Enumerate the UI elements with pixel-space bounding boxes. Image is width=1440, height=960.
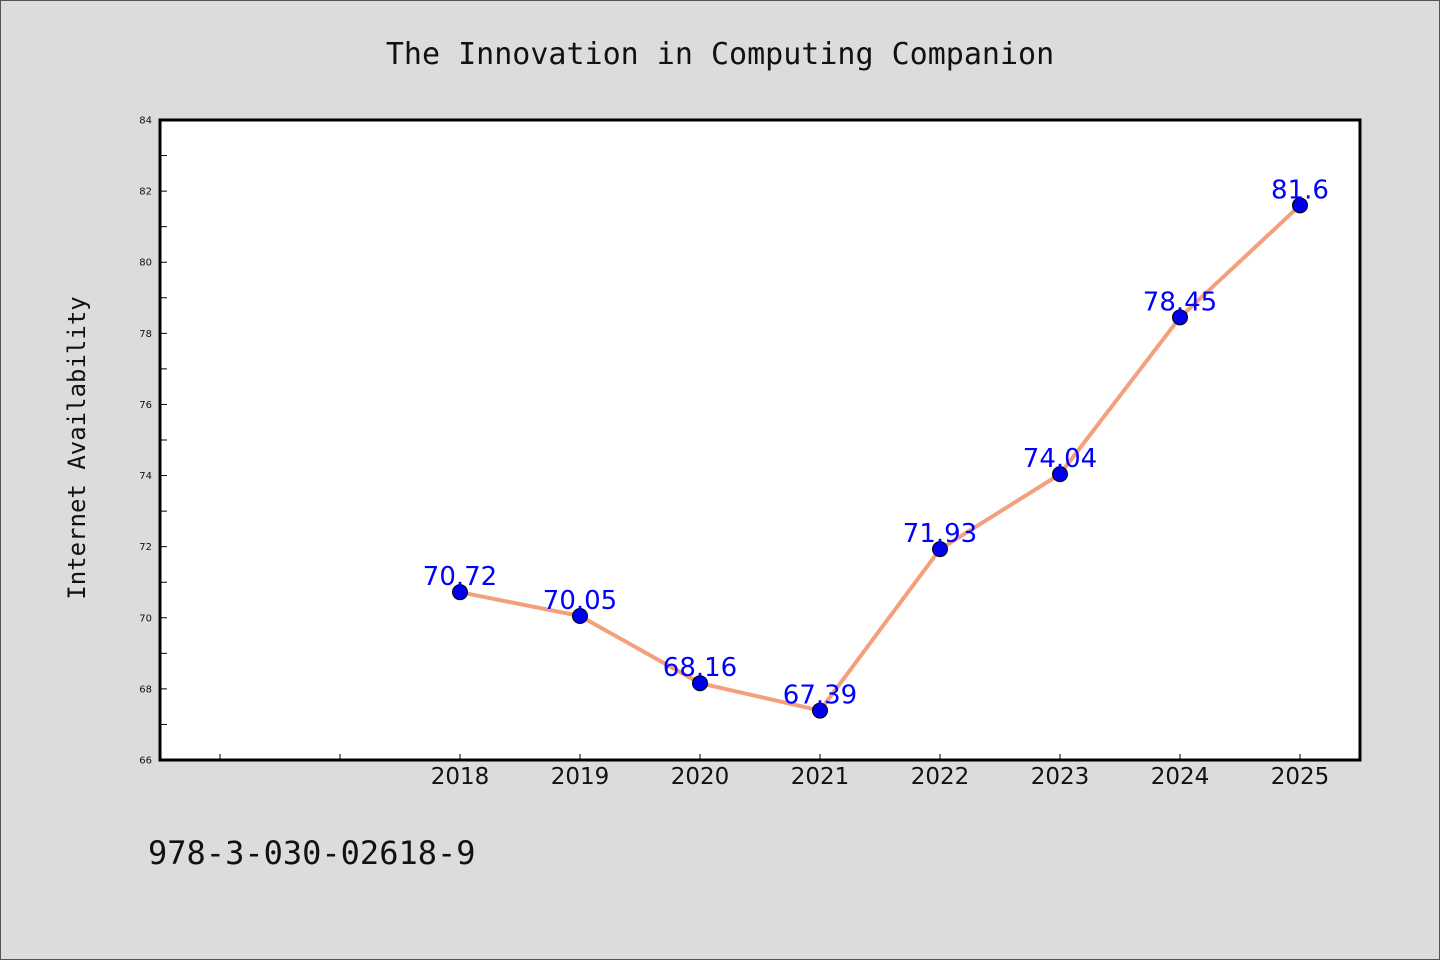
y-tick-label: 80	[139, 258, 152, 269]
y-axis-label: Internet Availability	[63, 296, 91, 599]
series-markers	[452, 197, 1308, 719]
data-label: 78.45	[1143, 287, 1217, 317]
plot-border	[158, 118, 1362, 762]
data-point	[1052, 466, 1068, 483]
isbn-text: 978-3-030-02618-9	[148, 834, 476, 872]
axis-ticks: 66 68 70 72 74 76 78 80 82 84 2018 2019 2020 2021 2022…	[139, 116, 1329, 791]
data-point	[1172, 309, 1188, 326]
x-tick-label: 2020	[671, 764, 730, 790]
data-labels: 70.72 70.05 68.16 67.39 71.93 74.04 78.45 81.6	[423, 175, 1329, 710]
data-point	[452, 584, 468, 601]
x-tick-label: 2025	[1271, 764, 1330, 790]
x-tick-label: 2018	[431, 764, 490, 790]
data-label: 67.39	[783, 681, 857, 711]
data-point	[932, 541, 948, 558]
y-tick-label: 66	[139, 756, 152, 767]
data-point	[692, 675, 708, 692]
data-label: 71.93	[903, 519, 977, 549]
y-tick-label: 84	[139, 116, 152, 127]
data-point	[1292, 197, 1308, 214]
data-label: 70.05	[543, 586, 617, 616]
data-point	[812, 702, 828, 719]
data-point	[572, 608, 588, 624]
y-tick-label: 78	[139, 329, 152, 340]
data-label: 70.72	[423, 562, 497, 592]
series-line-layer	[458, 203, 1302, 713]
y-tick-label: 68	[139, 684, 152, 695]
x-tick-label: 2021	[791, 764, 850, 790]
data-label: 74.04	[1023, 444, 1097, 474]
data-label: 68.16	[663, 653, 737, 683]
series-line	[458, 203, 1302, 713]
chart-title: The Innovation in Computing Companion	[386, 37, 1054, 72]
plot-area	[160, 120, 1360, 760]
x-tick-label: 2019	[551, 764, 610, 790]
y-tick-label: 70	[139, 613, 152, 624]
y-tick-label: 72	[139, 542, 152, 553]
y-tick-label: 76	[139, 400, 152, 411]
data-label: 81.6	[1271, 175, 1329, 205]
x-tick-label: 2022	[911, 764, 970, 790]
x-tick-label: 2024	[1151, 764, 1210, 790]
y-tick-label: 74	[139, 471, 152, 482]
x-tick-label: 2023	[1031, 764, 1090, 790]
y-tick-label: 82	[139, 187, 152, 198]
